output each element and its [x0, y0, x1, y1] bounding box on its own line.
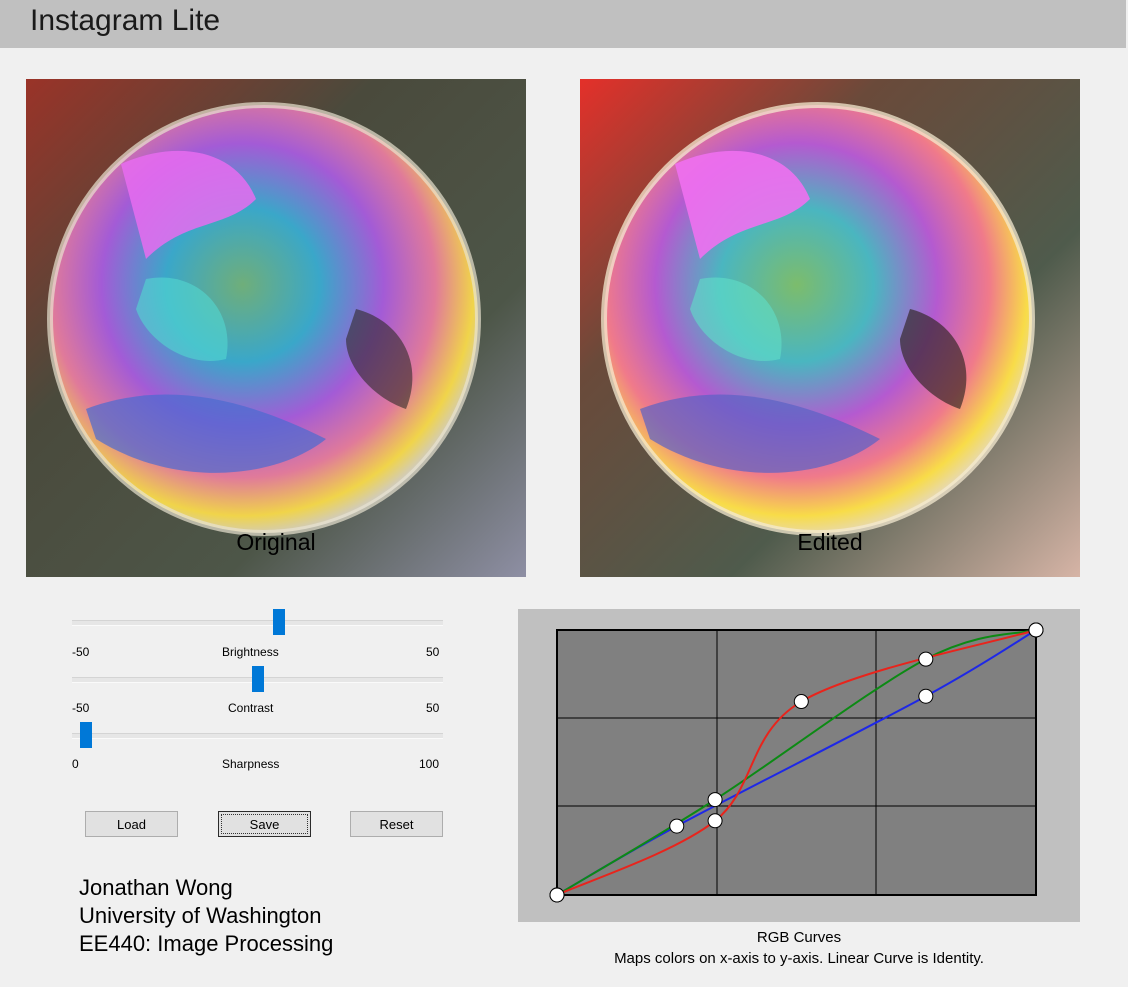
original-image: [26, 79, 526, 577]
rgb-curves-panel: [518, 609, 1080, 922]
red-control-point[interactable]: [1028, 622, 1044, 638]
original-image-panel: Original: [26, 79, 526, 577]
sharpness-slider-track[interactable]: [72, 733, 443, 739]
contrast-min: -50: [72, 701, 90, 715]
app-title: Instagram Lite: [30, 4, 221, 37]
load-button-label: Load: [117, 817, 146, 832]
edited-label: Edited: [797, 529, 863, 555]
university-name: University of Washington: [79, 903, 322, 928]
edited-image-panel: Edited: [580, 79, 1080, 577]
load-button[interactable]: Load: [85, 811, 178, 837]
curves-plot-area[interactable]: [556, 629, 1037, 896]
sharpness-min: 0: [72, 757, 79, 771]
blue-control-point[interactable]: [669, 818, 685, 834]
brightness-label: Brightness: [222, 645, 279, 659]
curves-description: Maps colors on x-axis to y-axis. Linear …: [614, 950, 984, 967]
sharpness-max: 100: [419, 757, 440, 771]
save-button[interactable]: Save: [218, 811, 311, 837]
red-curve: [556, 629, 1037, 896]
green-curve: [556, 629, 1037, 896]
red-control-point[interactable]: [549, 887, 565, 903]
green-control-point[interactable]: [707, 792, 723, 808]
curves-title: RGB Curves: [756, 929, 842, 946]
blue-control-point[interactable]: [918, 688, 934, 704]
contrast-slider-thumb[interactable]: [252, 666, 264, 692]
title-bar: Instagram Lite: [0, 0, 1128, 48]
red-control-point[interactable]: [793, 694, 809, 710]
rgb-curves-graph[interactable]: [518, 609, 1080, 922]
save-button-focus-ring: [221, 814, 308, 834]
course-name: EE440: Image Processing: [79, 931, 334, 956]
edited-image: [580, 79, 1080, 577]
reset-button-label: Reset: [379, 817, 414, 832]
save-button-label: Save: [249, 817, 280, 832]
green-control-point[interactable]: [918, 651, 934, 667]
brightness-min: -50: [72, 645, 90, 659]
sharpness-slider-thumb[interactable]: [80, 722, 92, 748]
red-control-point[interactable]: [707, 813, 723, 829]
sharpness-label: Sharpness: [222, 757, 280, 771]
brightness-slider-track[interactable]: [72, 620, 443, 626]
reset-button[interactable]: Reset: [350, 811, 443, 837]
brightness-slider-thumb[interactable]: [273, 609, 285, 635]
author-name: Jonathan Wong: [79, 875, 233, 900]
contrast-max: 50: [426, 701, 440, 715]
original-label: Original: [236, 529, 316, 555]
brightness-max: 50: [426, 645, 440, 659]
contrast-label: Contrast: [228, 701, 274, 715]
